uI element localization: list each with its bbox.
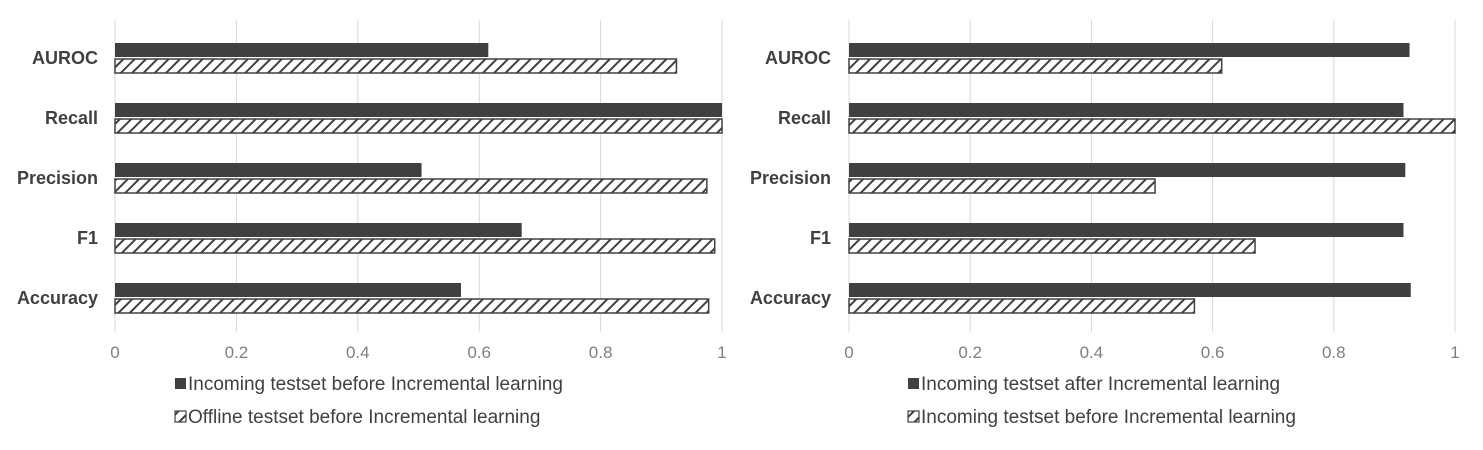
category-label: Recall	[778, 108, 831, 128]
legend-label: Incoming testset after Incremental learn…	[921, 374, 1280, 395]
x-tick-label: 0	[844, 343, 853, 362]
bar-hatched	[848, 118, 1456, 134]
legend-swatch-solid	[175, 378, 186, 389]
x-tick-label: 1	[717, 343, 726, 362]
legend-label: Offline testset before Incremental learn…	[188, 407, 540, 428]
x-tick-label: 0.2	[225, 343, 249, 362]
category-label: Accuracy	[750, 288, 831, 308]
category-label: AUROC	[765, 48, 831, 68]
x-tick-label: 0.8	[1322, 343, 1346, 362]
chart-panel-2: 0 0.2 0.4 0.6 0.8 1 AUROC Recall Precision F1 Accu…	[750, 20, 1460, 428]
category-label: F1	[810, 228, 831, 248]
bar-solid	[849, 103, 1404, 117]
bar-hatched	[848, 58, 1223, 74]
x-tick-label: 0	[110, 343, 119, 362]
x-tick-label: 0.8	[589, 343, 613, 362]
bar-hatched	[114, 118, 723, 134]
bar-solid	[849, 43, 1410, 57]
bar-hatched	[848, 178, 1156, 194]
bar-solid	[115, 223, 522, 237]
bar-hatched	[114, 298, 710, 314]
category-label: F1	[77, 228, 98, 248]
x-tick-label: 0.4	[346, 343, 370, 362]
x-tick-label: 0.6	[467, 343, 491, 362]
bar-hatched	[848, 298, 1196, 314]
legend-swatch-solid	[908, 378, 919, 389]
bar-solid	[849, 223, 1404, 237]
legend-label: Incoming testset before Incremental lear…	[188, 374, 563, 395]
legend-swatch-hatched	[907, 410, 920, 423]
bar-solid	[849, 163, 1406, 177]
bar-solid	[115, 103, 722, 117]
category-label: Accuracy	[17, 288, 98, 308]
category-label: Precision	[17, 168, 98, 188]
category-label: AUROC	[32, 48, 98, 68]
bar-hatched	[114, 178, 708, 194]
category-label: Recall	[45, 108, 98, 128]
bar-hatched	[114, 58, 678, 74]
legend-swatch-hatched	[174, 410, 187, 423]
bar-solid	[849, 283, 1411, 297]
bar-solid	[115, 43, 489, 57]
bar-hatched	[114, 238, 716, 254]
bar-solid	[115, 163, 422, 177]
bar-hatched	[848, 238, 1256, 254]
x-tick-label: 0.2	[958, 343, 982, 362]
legend-label: Incoming testset before Incremental lear…	[921, 407, 1296, 428]
chart-panel-1: 0 0.2 0.4 0.6 0.8 1 AUROC Recall Precision F1 Accu…	[17, 20, 727, 428]
bar-solid	[115, 283, 461, 297]
x-tick-label: 0.6	[1201, 343, 1225, 362]
x-tick-label: 0.4	[1080, 343, 1104, 362]
category-label: Precision	[750, 168, 831, 188]
x-tick-label: 1	[1450, 343, 1459, 362]
